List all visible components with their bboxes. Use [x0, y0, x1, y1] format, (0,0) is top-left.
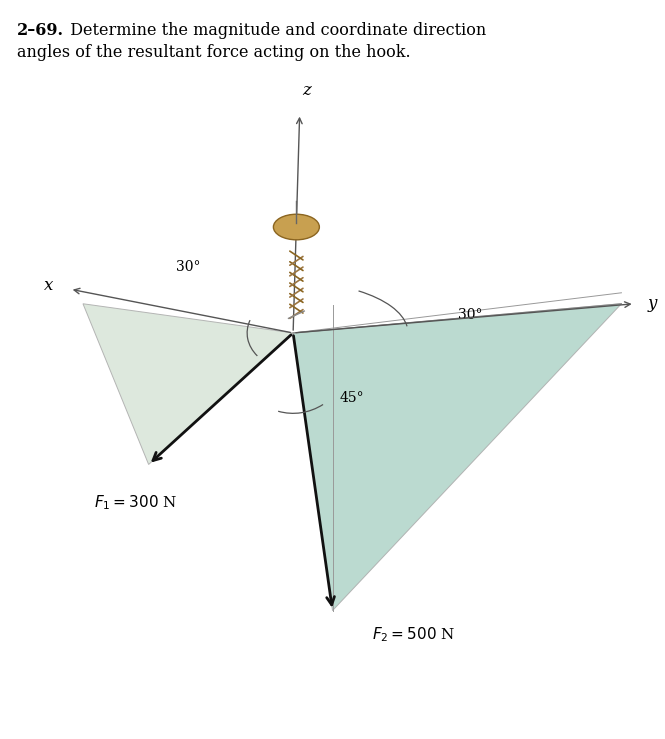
Text: $F_1 = 300$ N: $F_1 = 300$ N — [94, 494, 177, 512]
Ellipse shape — [273, 214, 319, 240]
Text: y: y — [648, 296, 657, 313]
Text: 45°: 45° — [339, 392, 364, 406]
Polygon shape — [293, 304, 621, 610]
Text: x: x — [44, 277, 53, 294]
Polygon shape — [83, 304, 293, 465]
Text: 30°: 30° — [176, 260, 200, 274]
Text: 2–69.: 2–69. — [17, 22, 65, 39]
Text: angles of the resultant force acting on the hook.: angles of the resultant force acting on … — [17, 44, 411, 61]
Text: 30°: 30° — [458, 307, 483, 321]
Text: $F_2 = 500$ N: $F_2 = 500$ N — [372, 625, 456, 644]
Text: Determine the magnitude and coordinate direction: Determine the magnitude and coordinate d… — [60, 22, 486, 39]
Text: z: z — [302, 82, 311, 99]
